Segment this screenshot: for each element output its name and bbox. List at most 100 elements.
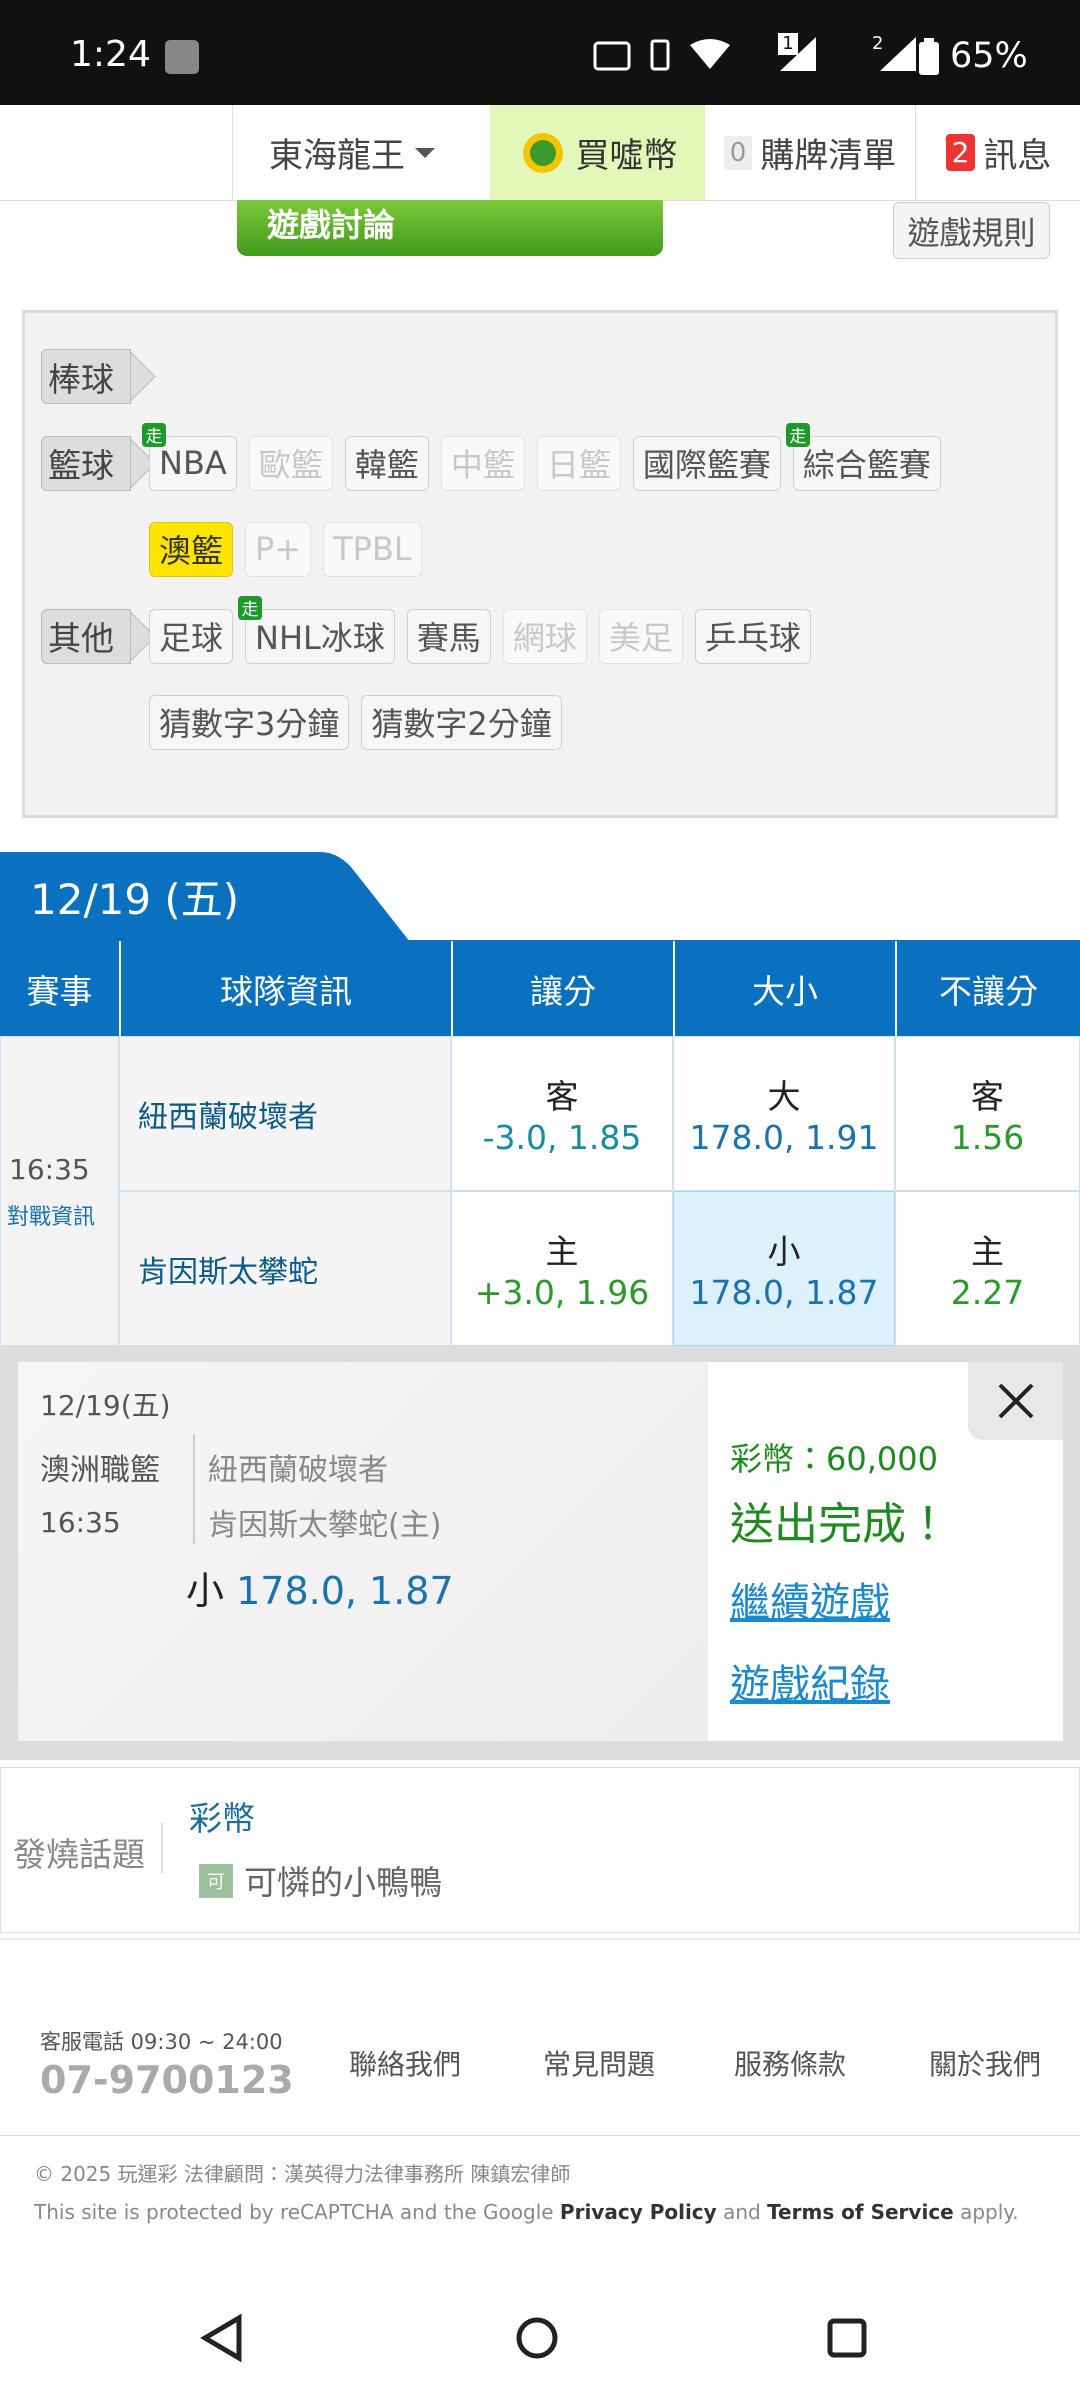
sport-pill[interactable]: 國際籃賽 [632,435,781,491]
odds-cell-selected[interactable]: 小 178.0, 1.87 [673,1191,895,1346]
buy-coins[interactable]: 買噓幣 [490,105,705,200]
sports-panel: 棒球 籃球 NBA 走歐籃 韓籃 中籃 日籃 國際籃賽 綜合籃賽走澳籃 P+ TPBL 其他 足球 NHL… [22,310,1058,818]
coin-icon [522,132,563,173]
sport-pill[interactable]: NHL冰球走 [238,595,395,664]
sport-name: 國際籃賽 [642,446,771,484]
sport-pill[interactable]: P+ [245,521,312,577]
footer-link[interactable]: 常見問題 [543,2048,656,2081]
record-link[interactable]: 遊戲紀錄 [730,1662,890,1708]
home-button[interactable] [516,2317,558,2359]
sport-pill[interactable]: 歐籃 [248,435,333,491]
header-cell: 大小 [673,941,895,1036]
hot-post[interactable]: 可憐的小鴨鴨 [244,1863,442,1902]
sport-pill[interactable]: 韓籃 [344,435,429,491]
sport-pill[interactable]: 網球 [502,608,587,664]
header-cell: 讓分 [451,941,673,1036]
odds-value: 2.27 [950,1273,1025,1312]
sport-pill[interactable]: NBA 走 [142,422,237,491]
sport-items: 足球 NHL冰球走賽馬 網球 美足 乒乓球猜數字3分鐘 猜數字2分鐘 [149,595,1009,750]
close-button[interactable] [968,1362,1063,1440]
sport-name: 澳籃 [159,532,224,570]
footer-link[interactable]: 關於我們 [929,2048,1042,2081]
app-icon [165,40,199,74]
ticket-away: 紐西蘭破壞者 [208,1453,388,1488]
sport-pill[interactable]: 中籃 [440,435,525,491]
recaptcha-text: This site is protected by reCAPTCHA and … [34,2200,554,2224]
user-name: 東海龍王 [269,136,405,176]
rules-button[interactable]: 遊戲規則 [893,202,1050,259]
ticket-time: 16:35 [40,1506,121,1539]
sport-name: NBA [159,444,227,482]
ticket-home: 肯因斯太攀蛇(主) [208,1508,442,1543]
time-cell: 16:35 對戰資訊 [0,1036,119,1346]
match-info-link[interactable]: 對戰資訊 [7,1205,96,1230]
sport-name: 美足 [608,619,673,657]
discuss-banner[interactable]: 遊戲討論 [237,200,663,256]
sim-2: 2 [872,33,884,54]
odds-value: 178.0, 1.91 [689,1118,879,1157]
pick-odds: 178.0, 1.87 [236,1569,454,1613]
sport-items: NBA 走歐籃 韓籃 中籃 日籃 國際籃賽 綜合籃賽走澳籃 P+ TPBL [142,422,1009,577]
live-badge: 走 [785,422,810,447]
messages[interactable]: 2 訊息 [915,105,1080,200]
recents-button[interactable] [827,2318,867,2358]
match-time: 16:35 [9,1153,90,1186]
user-menu[interactable]: 東海龍王 [232,105,473,200]
ticket-league: 澳洲職籃 [40,1453,160,1488]
separator [0,1938,1080,1940]
odds-cell[interactable]: 大 178.0, 1.91 [673,1036,895,1191]
sport-name: 綜合籃賽 [802,446,931,484]
odds-value: 1.56 [950,1118,1025,1157]
sport-pill[interactable]: 美足 [598,608,683,664]
sport-name: 歐籃 [258,446,323,484]
odds-cell[interactable]: 客 1.56 [895,1036,1080,1191]
sport-group-label[interactable]: 籃球 [41,435,131,491]
status-bar: 1:24 1 2 65% [0,0,1080,105]
odds-side: 客 [545,1077,579,1116]
sport-pill[interactable]: 乒乓球 [694,608,811,664]
footer-link[interactable]: 聯絡我們 [349,2048,462,2081]
continue-link[interactable]: 繼續遊戲 [730,1580,890,1626]
odds-side: 主 [971,1232,1004,1271]
sport-group-label[interactable]: 其他 [41,608,131,664]
back-button[interactable] [200,2313,242,2363]
sport-pill[interactable]: 賽馬 [406,608,491,664]
ticket-pick: 小 178.0, 1.87 [186,1560,454,1615]
sport-pill[interactable]: 澳籃 [149,521,234,577]
odds-value: 178.0, 1.87 [689,1273,879,1312]
service-phone: 07-9700123 [40,2058,294,2102]
sport-name: NHL冰球 [255,619,385,657]
sport-name: P+ [255,530,302,568]
sport-group-label[interactable]: 棒球 [41,349,131,404]
sport-pill[interactable]: TPBL [323,521,422,577]
cart[interactable]: 0 購牌清單 [705,105,915,200]
copyright: © 2025 玩運彩 法律顧問：漢英得力法律事務所 陳鎮宏律師 [34,2162,571,2186]
team-cell: 肯因斯太攀蛇 [119,1191,451,1346]
odds-cell[interactable]: 客 -3.0, 1.85 [451,1036,673,1191]
footer-link[interactable]: 服務條款 [734,2048,847,2081]
sport-name: 韓籃 [354,446,419,484]
header-cell: 賽事 [0,941,119,1036]
sport-pill[interactable]: 日籃 [536,435,621,491]
header-cell: 球隊資訊 [119,941,451,1036]
terms-link[interactable]: Terms of Service [767,2200,954,2224]
sport-name: 賽馬 [416,619,481,657]
battery-icon [919,38,939,75]
sport-pill[interactable]: 猜數字2分鐘 [361,694,562,750]
cart-count: 0 [723,135,753,170]
sport-name: 猜數字3分鐘 [159,705,340,743]
ticket-overlay: 12/19(五) 澳洲職籃 16:35 紐西蘭破壞者 肯因斯太攀蛇(主) 小 1… [0,1346,1080,1760]
sport-pill[interactable]: 猜數字3分鐘 [149,694,350,750]
hot-category: 彩幣 [189,1799,255,1838]
sport-pill[interactable]: 綜合籃賽走 [785,422,941,491]
hot-tag: 可 [199,1864,233,1898]
odds-cell[interactable]: 主 +3.0, 1.96 [451,1191,673,1346]
odds-cell[interactable]: 主 2.27 [895,1191,1080,1346]
recaptcha-text: apply. [960,2200,1019,2224]
privacy-link[interactable]: Privacy Policy [559,2200,717,2224]
service-hours: 客服電話 09:30 ~ 24:00 [40,2030,283,2054]
status-icons [593,37,916,71]
sport-pill[interactable]: 足球 [149,608,234,664]
